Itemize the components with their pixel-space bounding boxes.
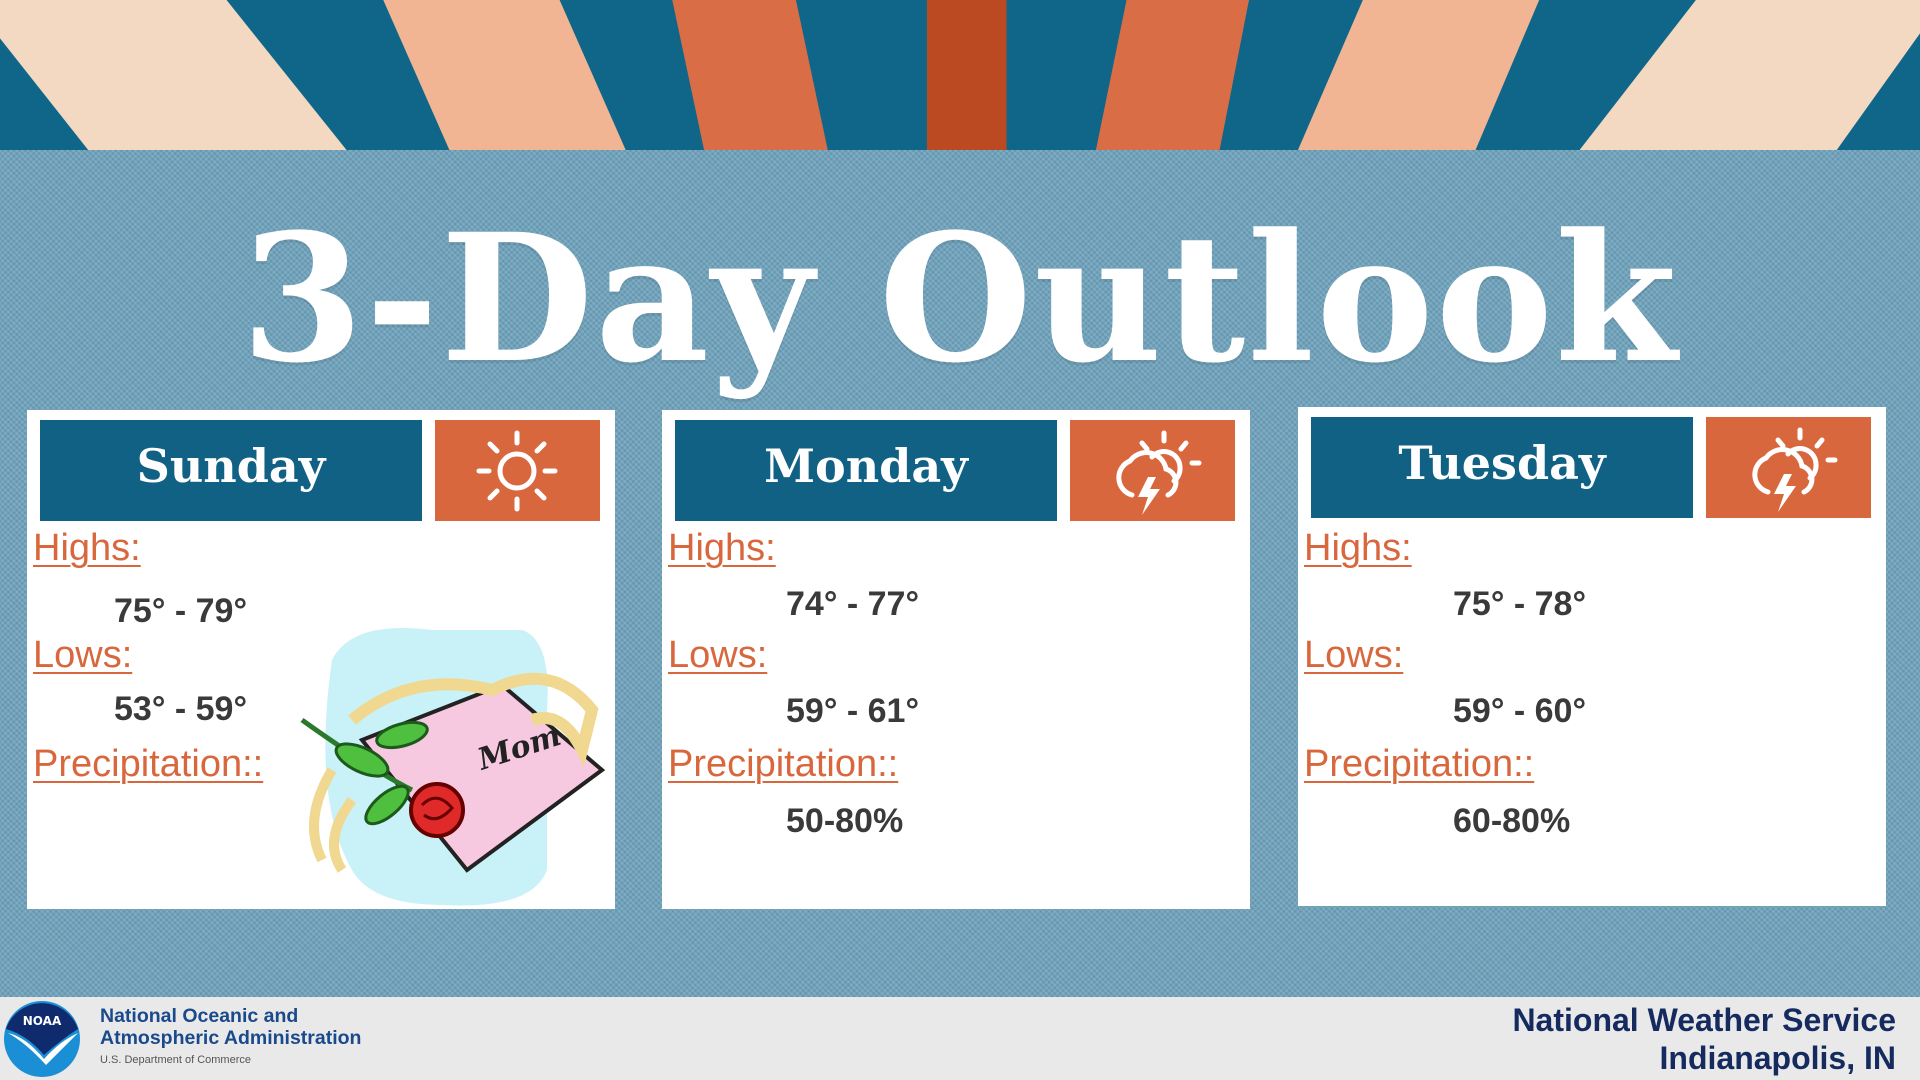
precip-value: 50-80% xyxy=(786,802,904,840)
day-card-monday: Monday Highs: 74° - 77° Lows: 59° - 61° … xyxy=(662,410,1250,909)
page-title: 3-Day Outlook xyxy=(241,195,1679,402)
decorative-stripes xyxy=(0,0,1920,150)
mothers-day-card-clipart: Mom xyxy=(300,628,606,906)
highs-value: 75° - 79° xyxy=(114,592,248,630)
highs-label: Highs: xyxy=(1304,527,1412,569)
lows-value: 59° - 61° xyxy=(786,692,920,730)
precip-label: Precipitation:: xyxy=(33,743,264,785)
precip-label: Precipitation:: xyxy=(668,743,899,785)
thunderstorm-sun-icon xyxy=(1752,427,1838,512)
highs-value: 75° - 78° xyxy=(1453,585,1587,623)
weather-icon-box xyxy=(1070,420,1235,521)
day-card-sunday: Sunday Highs: 75° - 79° Lows: 53° - 59° … xyxy=(27,410,615,909)
org-line1: National Oceanic and xyxy=(100,1005,299,1027)
precip-label: Precipitation:: xyxy=(1304,743,1535,785)
weather-icon-box xyxy=(1706,417,1871,518)
sun-icon xyxy=(476,430,558,512)
weather-icon-box xyxy=(435,420,600,521)
lows-label: Lows: xyxy=(668,634,768,676)
lows-label: Lows: xyxy=(1304,634,1404,676)
office-line2: Indianapolis, IN xyxy=(1659,1040,1896,1076)
day-header: Tuesday xyxy=(1311,417,1693,518)
lows-label: Lows: xyxy=(33,634,133,676)
day-header: Sunday xyxy=(40,420,422,521)
noaa-logo: NOAA xyxy=(4,1001,80,1077)
footer: NOAA National Oceanic and Atmospheric Ad… xyxy=(0,997,1920,1080)
office-name: National Weather Service Indianapolis, I… xyxy=(1512,1001,1896,1077)
noaa-logo-text: NOAA xyxy=(23,1014,62,1028)
highs-value: 74° - 77° xyxy=(786,585,920,623)
precip-value: 60-80% xyxy=(1453,802,1571,840)
highs-label: Highs: xyxy=(668,527,776,569)
lows-value: 53° - 59° xyxy=(114,690,248,728)
noaa-name: National Oceanic and Atmospheric Adminis… xyxy=(100,1005,361,1049)
highs-label: Highs: xyxy=(33,527,141,569)
lows-value: 59° - 60° xyxy=(1453,692,1587,730)
thunderstorm-sun-icon xyxy=(1116,430,1202,515)
org-line2: Atmospheric Administration xyxy=(100,1027,362,1049)
day-card-tuesday: Tuesday Highs: 75° - 78° Lows: 59° - 60°… xyxy=(1298,407,1886,906)
day-header: Monday xyxy=(675,420,1057,521)
department-name: U.S. Department of Commerce xyxy=(100,1054,251,1066)
office-line1: National Weather Service xyxy=(1512,1002,1896,1038)
